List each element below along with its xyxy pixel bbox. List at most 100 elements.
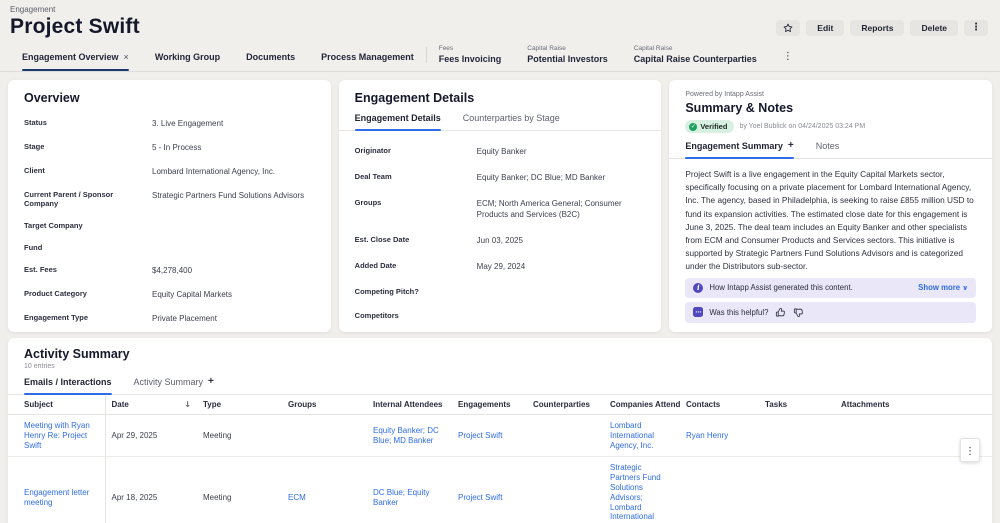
favorite-star-button[interactable] xyxy=(776,19,801,36)
tab-engagement-summary[interactable]: Engagement Summary + xyxy=(685,140,795,159)
add-summary-icon[interactable]: + xyxy=(787,140,794,151)
field-fund: Fund xyxy=(24,243,43,252)
tab-fees-invoicing[interactable]: Fees Fees Invoicing xyxy=(438,45,502,64)
engagement-link[interactable]: Project Swift xyxy=(452,456,527,523)
row-actions-button[interactable]: ⋮ xyxy=(960,438,980,462)
verified-byline: by Yoel Bublick on 04/24/2025 03:24 PM xyxy=(739,123,866,130)
field-current-parent: Current Parent / Sponsor Company Strategi… xyxy=(24,190,315,208)
col-subject[interactable]: Subject xyxy=(8,395,106,415)
field-competitors: Competitors xyxy=(354,311,399,320)
tabbar-more-icon[interactable]: ⋮ xyxy=(782,51,793,62)
kebab-icon: ⋮ xyxy=(965,446,975,457)
activity-table: Subject ↓ Date Type Groups Internal Atten… xyxy=(8,395,992,523)
tab-notes[interactable]: Notes xyxy=(815,141,840,151)
internal-attendees-link[interactable]: Equity Banker; DC Blue; MD Banker xyxy=(367,414,452,458)
delete-button[interactable]: Delete xyxy=(910,19,958,36)
assist-info-banner: i How Intapp Assist generated this conte… xyxy=(685,277,977,298)
field-originator: Originator Equity Banker xyxy=(355,146,646,157)
tab-activity-summary[interactable]: Activity Summary + xyxy=(133,376,214,388)
table-row: Meeting with Ryan Henry Re: Project Swif… xyxy=(8,414,992,458)
groups-link[interactable]: ECM; North America General; Consumer Pro… xyxy=(476,199,622,219)
internal-attendees-link[interactable]: DC Blue; Equity Banker xyxy=(367,456,452,523)
table-row: Engagement letter meeting Apr 18, 2025 M… xyxy=(8,456,992,523)
col-contacts[interactable]: Contacts xyxy=(680,395,759,415)
page-title: Project Swift xyxy=(10,15,140,38)
activity-tabs: Emails / Interactions Activity Summary + xyxy=(8,377,992,395)
tab-divider xyxy=(425,47,427,63)
tab-counterparties-by-stage[interactable]: Counterparties by Stage xyxy=(462,113,560,123)
col-attachments[interactable]: Attachments xyxy=(835,395,992,415)
field-status: Status 3. Live Engagement xyxy=(24,118,224,128)
close-tab-icon[interactable]: × xyxy=(123,52,129,62)
kebab-icon: ⋮ xyxy=(971,21,981,33)
originator-link[interactable]: Equity Banker xyxy=(476,147,527,156)
col-date[interactable]: ↓ Date xyxy=(105,395,197,415)
feedback-chat-icon: ⋯ xyxy=(693,307,704,318)
engagement-details-title: Engagement Details xyxy=(354,91,475,105)
deal-team-link[interactable]: Equity Banker; DC Blue; MD Banker xyxy=(476,173,606,182)
edit-button[interactable]: Edit xyxy=(806,19,845,36)
field-stage: Stage 5 - In Process xyxy=(24,142,202,152)
tab-capital-raise-counterparties[interactable]: Capital Raise Capital Raise Counterparti… xyxy=(633,45,757,64)
col-type[interactable]: Type xyxy=(197,395,282,415)
product-category-link[interactable]: Equity Capital Markets xyxy=(152,290,233,299)
field-groups: Groups ECM; North America General; Consum… xyxy=(355,198,646,220)
add-activity-icon[interactable]: + xyxy=(208,376,214,387)
field-engagement-type: Engagement Type Private Placement xyxy=(24,313,217,323)
field-target-company: Target Company xyxy=(24,221,83,230)
activity-summary-panel: Activity Summary 10 entries Emails / Int… xyxy=(8,338,992,523)
engagement-link[interactable]: Project Swift xyxy=(452,414,527,458)
companies-attending-link[interactable]: Lombard International Agency, Inc. xyxy=(604,414,680,458)
summary-notes-panel: Powered by Intapp Assist Summary & Notes… xyxy=(669,80,993,332)
col-internal-attendees[interactable]: Internal Attendees xyxy=(367,395,452,415)
header-more-button[interactable]: ⋮ xyxy=(964,19,988,36)
overview-panel: Overview Status 3. Live Engagement Stage 5… xyxy=(8,80,331,332)
col-companies-attending[interactable]: Companies Attending xyxy=(604,395,680,415)
subject-link[interactable]: Meeting with Ryan Henry Re: Project Swif… xyxy=(8,414,106,458)
info-icon: i xyxy=(693,282,704,293)
star-icon xyxy=(783,23,793,32)
companies-attending-link[interactable]: Strategic Partners Fund Solutions Adviso… xyxy=(604,456,680,523)
header-actions: Edit Reports Delete ⋮ xyxy=(776,19,988,36)
overview-title: Overview xyxy=(24,91,80,105)
group-link[interactable]: ECM xyxy=(282,456,367,523)
col-engagements[interactable]: Engagements xyxy=(452,395,527,415)
entries-count: 10 entries xyxy=(24,363,55,370)
field-deal-team: Deal Team Equity Banker; DC Blue; MD Bank… xyxy=(355,172,646,183)
tab-documents[interactable]: Documents xyxy=(246,52,296,62)
tab-emails-interactions[interactable]: Emails / Interactions xyxy=(24,377,112,395)
tab-working-group[interactable]: Working Group xyxy=(154,52,221,62)
contact-link[interactable]: Ryan Henry xyxy=(680,414,759,458)
tab-engagement-overview[interactable]: Engagement Overview × xyxy=(22,52,129,71)
thumbs-down-icon[interactable] xyxy=(793,307,804,318)
tab-engagement-details[interactable]: Engagement Details xyxy=(354,113,441,131)
field-product-category: Product Category Equity Capital Markets xyxy=(24,289,315,300)
col-groups[interactable]: Groups xyxy=(282,395,367,415)
breadcrumb[interactable]: Engagement xyxy=(10,5,56,14)
field-client: Client Lombard International Agency, Inc. xyxy=(24,166,315,177)
verified-badge: ✓ Verified xyxy=(685,120,735,133)
tab-process-management[interactable]: Process Management xyxy=(321,52,414,62)
activity-summary-title: Activity Summary xyxy=(24,347,130,361)
summary-notes-title: Summary & Notes xyxy=(685,101,794,115)
main-tabbar: Engagement Overview × Working Group Docum… xyxy=(0,39,1000,72)
thumbs-up-icon[interactable] xyxy=(775,307,786,318)
field-est-close-date: Est. Close Date Jun 03, 2025 xyxy=(354,235,523,245)
col-tasks[interactable]: Tasks xyxy=(759,395,835,415)
show-more-link[interactable]: Show more ∨ xyxy=(918,283,969,293)
table-header-row: Subject ↓ Date Type Groups Internal Atten… xyxy=(8,395,992,415)
col-counterparties[interactable]: Counterparties xyxy=(527,395,604,415)
reports-button[interactable]: Reports xyxy=(850,19,905,36)
field-competing-pitch: Competing Pitch? xyxy=(354,287,419,296)
sponsor-company-link[interactable]: Strategic Partners Fund Solutions Adviso… xyxy=(152,191,305,200)
powered-by-label: Powered by Intapp Assist xyxy=(685,91,764,98)
field-added-date: Added Date May 29, 2024 xyxy=(354,261,526,271)
tab-potential-investors[interactable]: Capital Raise Potential Investors xyxy=(527,45,608,64)
feedback-banner: ⋯ Was this helpful? xyxy=(685,301,977,323)
field-est-fees: Est. Fees $4,278,400 xyxy=(24,265,193,275)
sort-desc-icon[interactable]: ↓ xyxy=(184,400,191,409)
subject-link[interactable]: Engagement letter meeting xyxy=(8,456,106,523)
summary-tabs: Engagement Summary + Notes xyxy=(669,140,993,159)
chevron-down-icon: ∨ xyxy=(962,284,969,293)
client-link[interactable]: Lombard International Agency, Inc. xyxy=(152,167,276,176)
